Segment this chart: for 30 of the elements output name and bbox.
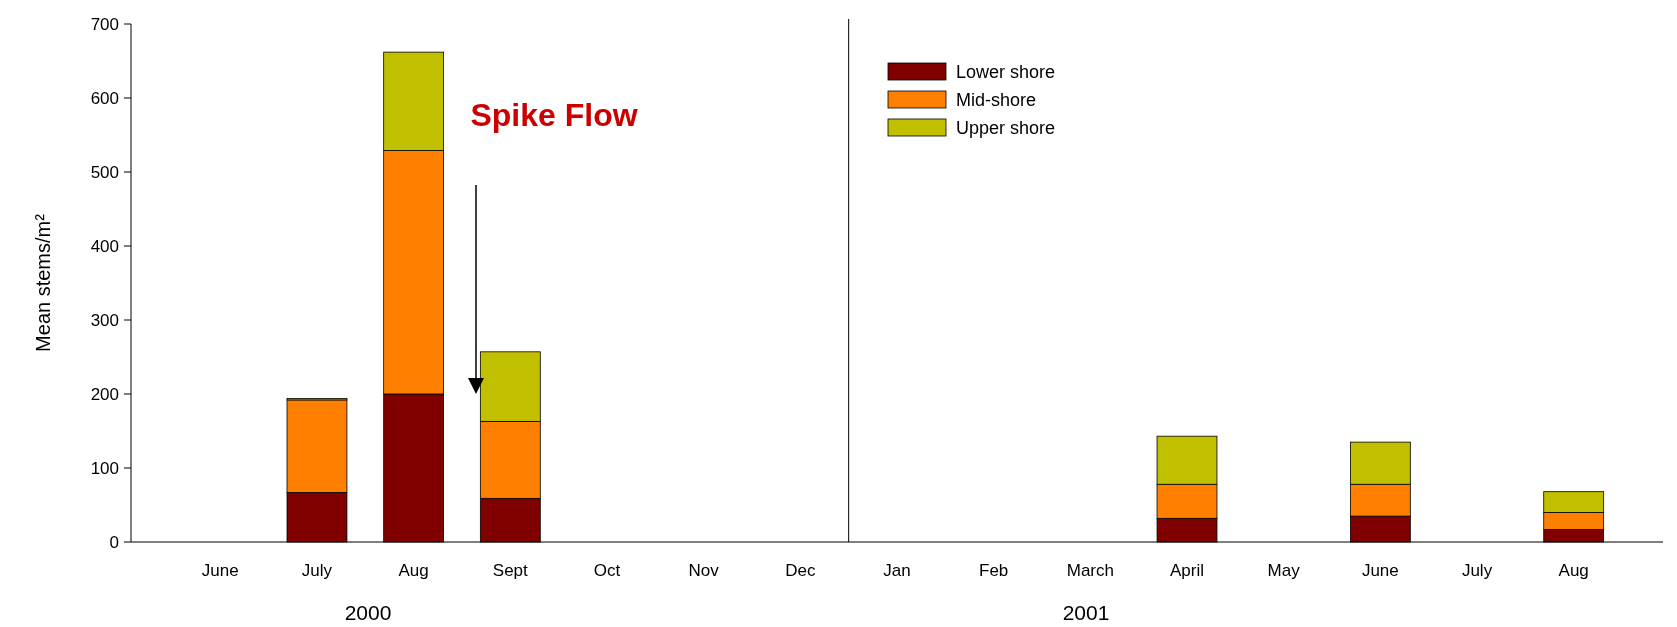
x-tick-label: July (1461, 561, 1493, 580)
text: 2001 (1062, 601, 1110, 624)
y-tick-label: 400 (90, 236, 119, 256)
y-tick-label: 100 (90, 458, 119, 478)
x-tick-label: Jan (883, 561, 911, 580)
y-tick-label: 500 (90, 162, 119, 182)
x-tick-label: Aug (398, 561, 429, 580)
x-tick-label: Aug (1558, 561, 1589, 580)
x-tick-label: June (201, 561, 239, 580)
annotation: Spike Flow (470, 97, 638, 133)
text: 2000 (344, 601, 392, 624)
y-tick-label: 700 (90, 14, 119, 34)
y-axis-title: Mean stems/m² (32, 213, 54, 352)
legend-label: Upper shore (956, 118, 1056, 139)
x-tick-label: May (1267, 561, 1301, 580)
y-tick-label: 0 (109, 532, 119, 552)
x-tick-label: Dec (785, 561, 816, 580)
x-tick-label: Oct (593, 561, 621, 580)
x-tick-label: June (1361, 561, 1399, 580)
x-tick-label: Feb (979, 561, 1009, 580)
x-tick-label: April (1170, 561, 1205, 580)
legend-label: Mid-shore (956, 90, 1037, 111)
y-tick-label: 300 (90, 310, 119, 330)
x-tick-label: Nov (688, 561, 720, 580)
y-tick-label: 200 (90, 384, 119, 404)
x-tick-label: July (301, 561, 333, 580)
y-tick-label: 600 (90, 88, 119, 108)
x-tick-label: Sept (492, 561, 529, 580)
legend-label: Lower shore (956, 62, 1056, 83)
x-tick-label: March (1066, 561, 1114, 580)
